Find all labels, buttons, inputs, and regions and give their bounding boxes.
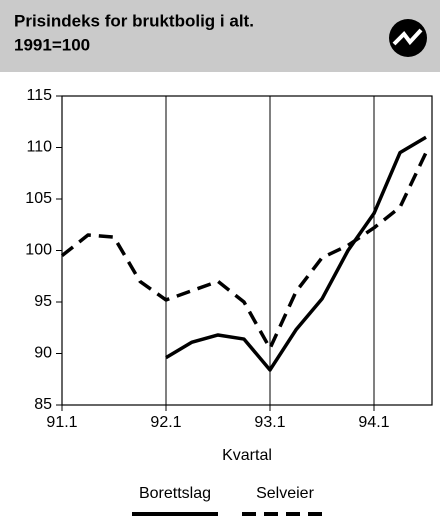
chart-subtitle: 1991=100 — [14, 35, 90, 54]
x-axis-label: Kvartal — [222, 447, 272, 464]
legend-label: Selveier — [256, 485, 314, 502]
y-tick-label: 90 — [34, 345, 52, 362]
x-tick-label: 94.1 — [358, 414, 389, 431]
header-band — [0, 0, 440, 72]
x-tick-label: 91.1 — [46, 414, 77, 431]
y-tick-label: 105 — [25, 190, 52, 207]
chart-title: Prisindeks for bruktbolig i alt. — [14, 11, 254, 30]
y-tick-label: 85 — [34, 396, 52, 413]
logo — [389, 19, 427, 57]
plot-frame — [61, 95, 433, 406]
x-tick-label: 93.1 — [254, 414, 285, 431]
y-tick-label: 95 — [34, 293, 52, 310]
y-tick-label: 110 — [26, 139, 52, 156]
series-line — [165, 135, 427, 372]
y-tick-label: 115 — [26, 87, 52, 104]
y-tick-label: 100 — [25, 242, 52, 259]
series-line — [60, 151, 428, 351]
x-tick-label: 92.1 — [150, 414, 181, 431]
legend-label: Borettslag — [139, 485, 211, 502]
